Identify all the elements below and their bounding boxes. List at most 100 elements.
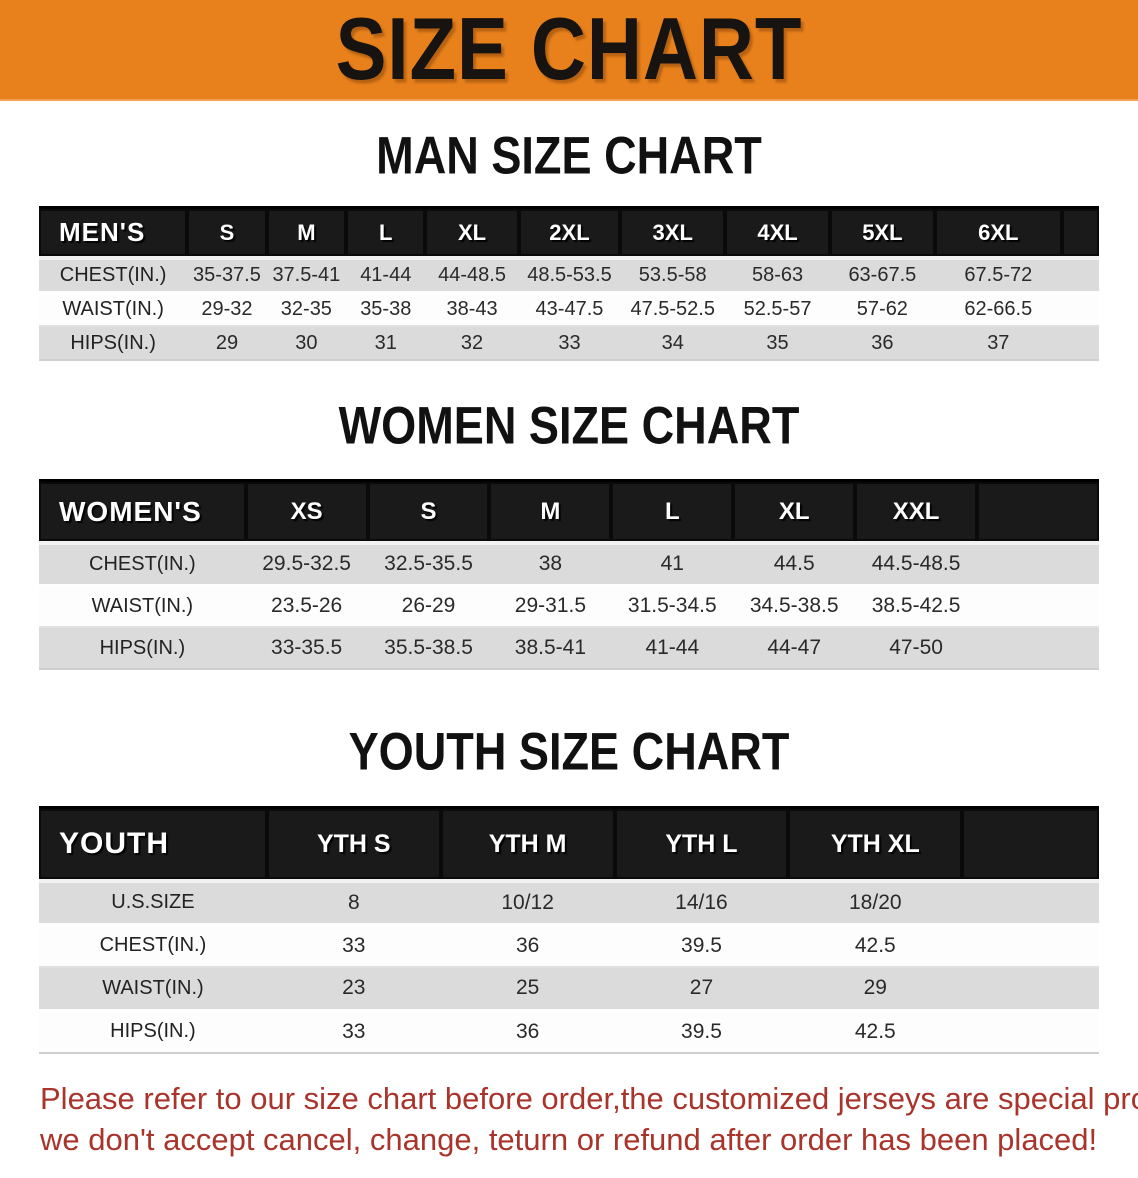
youth-table-row: CHEST(IN.) 33 36 39.5 42.5 <box>39 924 1099 968</box>
men-cell: 62-66.5 <box>934 292 1062 327</box>
women-cell: 44.5 <box>733 543 856 587</box>
women-header-row: WOMEN'S XS S M L XL XXL <box>39 479 1099 545</box>
men-cell: 33 <box>518 326 621 361</box>
men-table-row: CHEST(IN.) 35-37.5 37.5-41 41-44 44-48.5 48.5… <box>39 258 1099 294</box>
youth-cell: 18/20 <box>788 881 963 926</box>
notice-line-1: Please refer to our size chart before or… <box>40 1081 1138 1116</box>
women-column-header-1: S <box>367 479 490 545</box>
women-table-row: HIPS(IN.) 33-35.5 35.5-38.5 38.5-41 41-44 44-… <box>39 627 1099 670</box>
youth-row-label-3: HIPS(IN.) <box>39 1010 267 1054</box>
youth-cell-filler <box>962 924 1099 968</box>
men-column-header-0: S <box>187 206 267 260</box>
size-chart-sections: MAN SIZE CHART MEN'S S M L XL 2XL 3XL 4XL 5XL 6XL C… <box>0 125 1138 1054</box>
men-cell: 29-32 <box>187 292 267 327</box>
men-cell: 43-47.5 <box>518 292 621 327</box>
women-row-label-1: WAIST(IN.) <box>39 585 246 628</box>
men-cell: 38-43 <box>425 292 519 327</box>
women-cell: 35.5-38.5 <box>367 627 490 670</box>
youth-cell: 36 <box>440 924 615 968</box>
women-header-filler <box>977 479 1099 545</box>
women-cell: 38.5-41 <box>489 627 612 670</box>
women-cell: 23.5-26 <box>245 585 368 628</box>
youth-cell: 39.5 <box>614 1010 789 1054</box>
men-row-label-0: CHEST(IN.) <box>39 258 188 294</box>
youth-cell: 10/12 <box>440 881 615 926</box>
women-cell-filler <box>977 585 1099 628</box>
youth-cell: 42.5 <box>788 1010 963 1054</box>
youth-column-header-3: YTH XL <box>788 806 963 883</box>
men-cell: 58-63 <box>725 258 830 294</box>
page-title: SIZE CHART <box>335 0 803 99</box>
youth-cell: 23 <box>266 967 441 1012</box>
women-section-heading: WOMEN SIZE CHART <box>338 395 800 455</box>
men-size-table: MEN'S S M L XL 2XL 3XL 4XL 5XL 6XL CHEST(IN.) 35-37… <box>39 206 1099 361</box>
women-column-header-0: XS <box>245 479 368 545</box>
women-section: WOMEN SIZE CHART WOMEN'S XS S M L XL XXL CHEST(I… <box>0 395 1138 670</box>
women-row-label-2: HIPS(IN.) <box>39 627 246 670</box>
women-cell: 33-35.5 <box>245 627 368 670</box>
women-column-header-4: XL <box>733 479 856 545</box>
youth-table-row: U.S.SIZE 8 10/12 14/16 18/20 <box>39 881 1099 926</box>
women-row-label-0: CHEST(IN.) <box>39 543 246 587</box>
men-cell: 57-62 <box>829 292 935 327</box>
youth-cell: 14/16 <box>614 881 789 926</box>
men-cell: 35-38 <box>346 292 426 327</box>
men-cell: 41-44 <box>346 258 426 294</box>
youth-cell: 39.5 <box>614 924 789 968</box>
youth-cell: 33 <box>266 924 441 968</box>
youth-cell: 33 <box>266 1010 441 1054</box>
women-table-row: WAIST(IN.) 23.5-26 26-29 29-31.5 31.5-34.5 34… <box>39 585 1099 628</box>
men-cell: 52.5-57 <box>725 292 830 327</box>
youth-header-row: YOUTH YTH S YTH M YTH L YTH XL <box>39 806 1099 883</box>
women-cell: 47-50 <box>855 627 978 670</box>
men-cell-filler <box>1061 326 1099 361</box>
youth-cell-filler <box>962 881 1099 926</box>
women-cell: 26-29 <box>367 585 490 628</box>
youth-column-header-1: YTH M <box>440 806 615 883</box>
youth-section: YOUTH SIZE CHART YOUTH YTH S YTH M YTH L YTH … <box>0 721 1138 1054</box>
youth-cell-filler <box>962 967 1099 1012</box>
men-section-heading: MAN SIZE CHART <box>376 125 762 185</box>
women-cell: 29-31.5 <box>489 585 612 628</box>
men-cell: 32-35 <box>266 292 347 327</box>
men-column-header-4: 2XL <box>518 206 621 260</box>
men-cell: 34 <box>620 326 726 361</box>
men-row-label-1: WAIST(IN.) <box>39 292 188 327</box>
men-header-row: MEN'S S M L XL 2XL 3XL 4XL 5XL 6XL <box>39 206 1099 260</box>
women-column-header-5: XXL <box>855 479 978 545</box>
youth-group-label: YOUTH <box>39 806 267 883</box>
men-table-row: WAIST(IN.) 29-32 32-35 35-38 38-43 43-47.5 47.… <box>39 292 1099 327</box>
men-cell: 32 <box>425 326 519 361</box>
men-cell: 35 <box>725 326 830 361</box>
women-table-row: CHEST(IN.) 29.5-32.5 32.5-35.5 38 41 44.5 44.5… <box>39 543 1099 587</box>
women-cell: 41-44 <box>611 627 734 670</box>
women-size-table: WOMEN'S XS S M L XL XXL CHEST(IN.) 29.5-32.5 32.5… <box>39 479 1099 670</box>
women-cell: 34.5-38.5 <box>733 585 856 628</box>
men-cell: 67.5-72 <box>934 258 1062 294</box>
men-cell-filler <box>1061 292 1099 327</box>
youth-cell: 42.5 <box>788 924 963 968</box>
women-cell: 31.5-34.5 <box>611 585 734 628</box>
men-cell: 31 <box>346 326 426 361</box>
men-row-label-2: HIPS(IN.) <box>39 326 188 361</box>
men-column-header-1: M <box>266 206 347 260</box>
men-table-row: HIPS(IN.) 29 30 31 32 33 34 35 36 37 <box>39 326 1099 361</box>
men-column-header-2: L <box>346 206 426 260</box>
men-cell: 36 <box>829 326 935 361</box>
women-cell-filler <box>977 543 1099 587</box>
youth-cell: 25 <box>440 967 615 1012</box>
youth-row-label-0: U.S.SIZE <box>39 881 267 926</box>
women-cell: 38.5-42.5 <box>855 585 978 628</box>
youth-row-label-1: CHEST(IN.) <box>39 924 267 968</box>
youth-size-table: YOUTH YTH S YTH M YTH L YTH XL U.S.SIZE 8 10/12… <box>39 806 1099 1054</box>
youth-cell: 27 <box>614 967 789 1012</box>
youth-row-label-2: WAIST(IN.) <box>39 967 267 1012</box>
men-cell: 63-67.5 <box>829 258 935 294</box>
youth-column-header-0: YTH S <box>266 806 441 883</box>
men-cell: 37.5-41 <box>266 258 347 294</box>
women-cell: 29.5-32.5 <box>245 543 368 587</box>
youth-column-header-2: YTH L <box>614 806 789 883</box>
men-cell-filler <box>1061 258 1099 294</box>
men-cell: 48.5-53.5 <box>518 258 621 294</box>
